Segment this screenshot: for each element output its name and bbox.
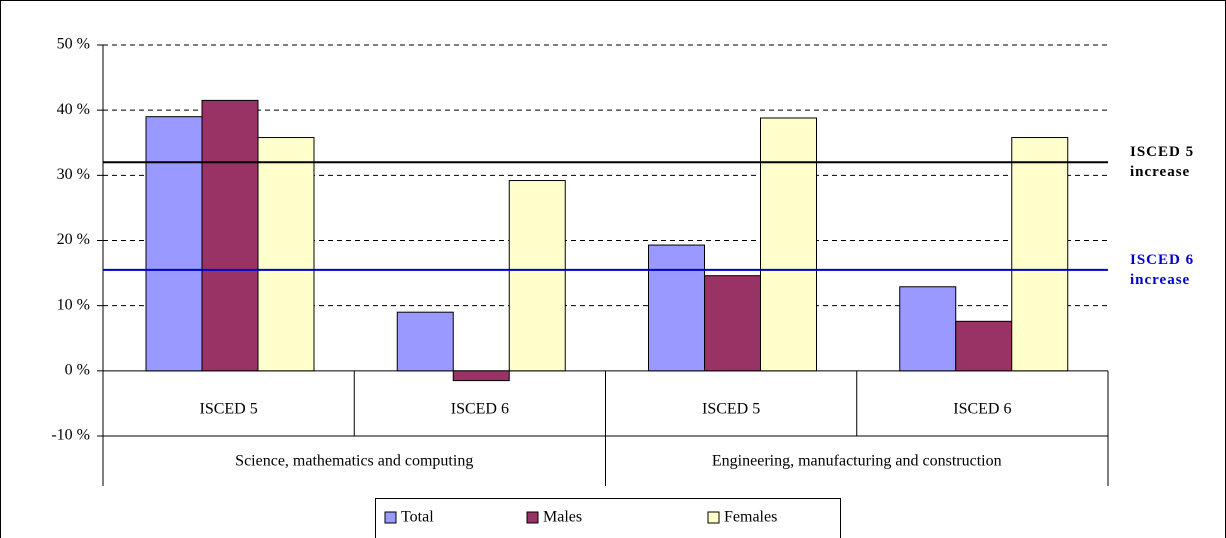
x-tick-label: ISCED 6	[451, 401, 509, 418]
legend-swatch	[526, 511, 539, 524]
bar	[145, 116, 203, 372]
legend-label: Total	[401, 509, 434, 526]
legend-box	[375, 498, 841, 538]
y-tick-label: 10 %	[57, 296, 90, 313]
y-tick-label: 40 %	[57, 101, 90, 118]
group-label: Engineering, manufacturing and construct…	[712, 453, 1002, 470]
bar	[955, 320, 1013, 372]
bar	[760, 117, 817, 372]
y-tick-label: 30 %	[57, 166, 90, 183]
legend-label: Males	[543, 509, 582, 526]
x-tick-label: ISCED 6	[953, 401, 1011, 418]
y-tick-label: -10 %	[51, 427, 90, 444]
bar	[257, 137, 315, 372]
y-tick-label: 50 %	[57, 36, 90, 53]
bar	[648, 244, 705, 372]
legend-swatch	[707, 511, 720, 524]
group-label: Science, mathematics and computing	[235, 453, 473, 470]
bar	[704, 275, 761, 372]
bar	[201, 99, 259, 372]
bar	[396, 311, 454, 372]
bar	[452, 370, 510, 382]
y-tick-label: 20 %	[57, 231, 90, 248]
y-tick-label: 0 %	[65, 362, 90, 379]
legend-swatch	[384, 511, 397, 524]
legend-label: Females	[724, 509, 777, 526]
reference-label: ISCED 5 increase	[1130, 144, 1195, 181]
x-tick-label: ISCED 5	[702, 401, 760, 418]
x-tick-label: ISCED 5	[200, 401, 258, 418]
bar	[1011, 137, 1069, 372]
bar	[508, 180, 566, 372]
reference-label: ISCED 6 increase	[1130, 251, 1195, 288]
bar	[899, 286, 957, 372]
